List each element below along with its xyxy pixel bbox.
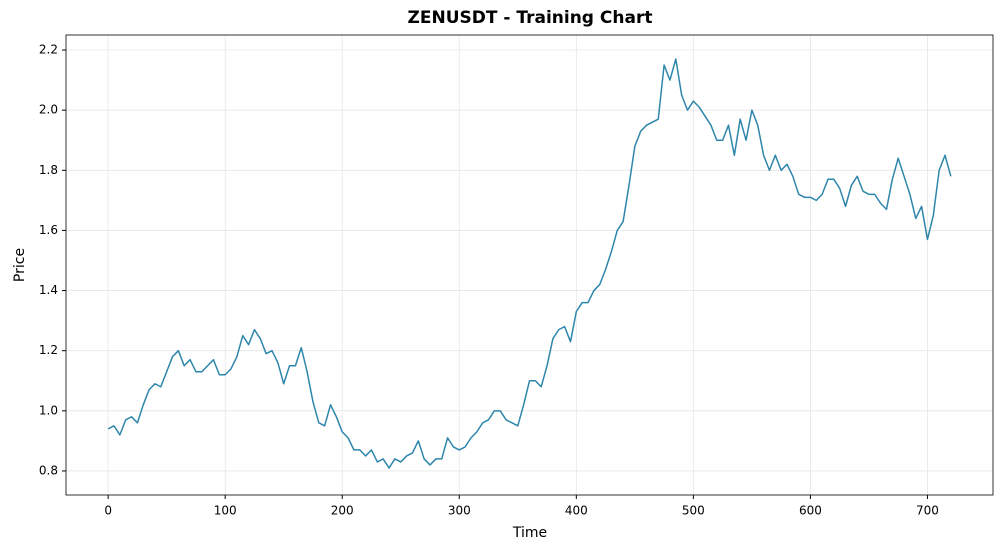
y-tick-label: 1.0 — [39, 403, 58, 417]
y-tick-label: 0.8 — [39, 463, 58, 477]
y-tick-label: 1.6 — [39, 223, 58, 237]
chart-title: ZENUSDT - Training Chart — [408, 8, 653, 28]
x-tick-label: 600 — [799, 504, 822, 518]
x-axis-label: Time — [512, 525, 547, 541]
x-tick-label: 0 — [104, 504, 112, 518]
x-tick-label: 700 — [916, 504, 939, 518]
x-tick-label: 300 — [448, 504, 471, 518]
y-tick-label: 2.2 — [39, 43, 58, 57]
y-tick-label: 1.2 — [39, 343, 58, 357]
y-tick-label: 1.4 — [39, 283, 58, 297]
plot-frame — [65, 34, 994, 496]
x-tick-label: 100 — [214, 504, 237, 518]
y-axis-label: Price — [12, 248, 28, 282]
x-tick-label: 200 — [331, 504, 354, 518]
price-line — [107, 58, 952, 469]
y-tick-label: 2.0 — [39, 103, 58, 117]
x-tick-label: 500 — [682, 504, 705, 518]
x-tick-label: 400 — [565, 504, 588, 518]
y-tick-label: 1.8 — [39, 163, 58, 177]
